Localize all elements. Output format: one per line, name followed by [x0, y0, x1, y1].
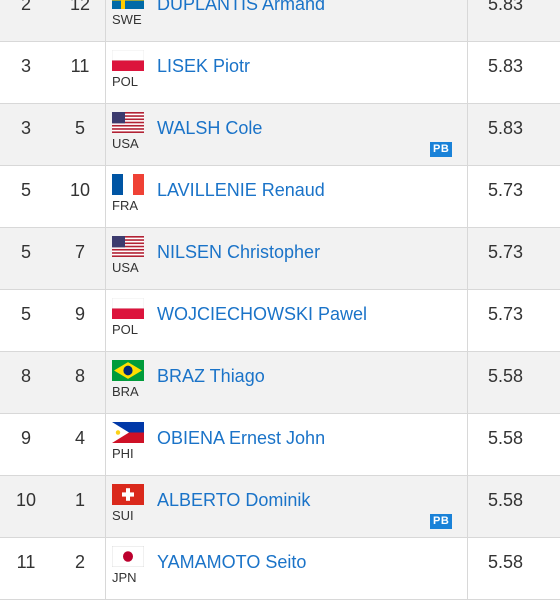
- flag-usa-icon: [112, 112, 144, 133]
- mark: 5.73: [488, 242, 524, 262]
- start-order: 10: [69, 180, 91, 200]
- column-divider: [467, 104, 468, 165]
- position: 11: [16, 552, 36, 572]
- athlete-name-link[interactable]: ALBERTO Dominik: [157, 490, 311, 510]
- position: 2: [20, 0, 31, 14]
- column-divider: [105, 104, 106, 165]
- column-divider: [467, 476, 468, 537]
- country-code: FRA: [112, 198, 138, 213]
- column-divider: [105, 538, 106, 599]
- column-divider: [467, 290, 468, 351]
- country-code: PHI: [112, 446, 134, 461]
- country-code: JPN: [112, 570, 137, 585]
- table-row: 9 4 PHI OBIENA Ernest John 5.58: [0, 414, 560, 476]
- country-code: POL: [112, 74, 139, 89]
- start-order: 5: [74, 118, 85, 138]
- athlete-name-link[interactable]: LAVILLENIE Renaud: [157, 180, 325, 200]
- mark: 5.58: [488, 428, 524, 448]
- mark: 5.83: [488, 56, 524, 76]
- table-row: 3 5 USA WALSH Cole PB 5.83: [0, 104, 560, 166]
- athlete-name-link[interactable]: LISEK Piotr: [157, 56, 251, 76]
- flag-poland-icon: [112, 50, 144, 71]
- table-row: 5 7 USA NILSEN Christopher 5.73: [0, 228, 560, 290]
- athlete-name-link[interactable]: OBIENA Ernest John: [157, 428, 326, 448]
- country-code: USA: [112, 260, 139, 275]
- column-divider: [105, 228, 106, 289]
- country-code: USA: [112, 136, 139, 151]
- start-order: 2: [74, 552, 85, 572]
- country-code: SUI: [112, 508, 134, 523]
- flag-sweden-icon: [112, 0, 144, 9]
- flag-poland-icon: [112, 298, 144, 319]
- athlete-name-link[interactable]: DUPLANTIS Armand: [157, 0, 326, 14]
- position: 9: [20, 428, 31, 448]
- column-divider: [467, 414, 468, 475]
- athlete-name-link[interactable]: NILSEN Christopher: [157, 242, 321, 262]
- country-code: POL: [112, 322, 139, 337]
- mark: 5.83: [488, 118, 524, 138]
- start-order: 8: [74, 366, 85, 386]
- start-order: 4: [74, 428, 85, 448]
- position: 3: [20, 118, 31, 138]
- mark: 5.73: [488, 180, 524, 200]
- start-order: 9: [74, 304, 85, 324]
- flag-brazil-icon: [112, 360, 144, 381]
- position: 5: [20, 180, 31, 200]
- mark: 5.83: [488, 0, 524, 14]
- flag-usa-icon: [112, 236, 144, 257]
- column-divider: [105, 352, 106, 413]
- column-divider: [105, 414, 106, 475]
- start-order: 11: [70, 56, 90, 76]
- column-divider: [105, 0, 106, 41]
- column-divider: [467, 0, 468, 41]
- flag-philippines-icon: [112, 422, 144, 443]
- column-divider: [105, 290, 106, 351]
- column-divider: [467, 166, 468, 227]
- country-code: SWE: [112, 12, 142, 27]
- pb-badge: PB: [430, 514, 453, 529]
- column-divider: [105, 166, 106, 227]
- mark: 5.73: [488, 304, 524, 324]
- position: 8: [20, 366, 31, 386]
- column-divider: [467, 538, 468, 599]
- position: 10: [15, 490, 37, 510]
- flag-france-icon: [112, 174, 144, 195]
- column-divider: [467, 228, 468, 289]
- position: 5: [20, 304, 31, 324]
- mark: 5.58: [488, 366, 524, 386]
- flag-japan-icon: [112, 546, 144, 567]
- column-divider: [105, 476, 106, 537]
- table-row: 5 9 POL WOJCIECHOWSKI Pawel 5.73: [0, 290, 560, 352]
- position: 3: [20, 56, 31, 76]
- mark: 5.58: [488, 490, 524, 510]
- start-order: 1: [74, 490, 85, 510]
- table-row: 11 2 JPN YAMAMOTO Seito 5.58: [0, 538, 560, 600]
- table-row: 8 8 BRA BRAZ Thiago 5.58: [0, 352, 560, 414]
- athlete-name-link[interactable]: WALSH Cole: [157, 118, 263, 138]
- start-order: 12: [69, 0, 91, 14]
- column-divider: [467, 352, 468, 413]
- country-code: BRA: [112, 384, 139, 399]
- athlete-name-link[interactable]: BRAZ Thiago: [157, 366, 265, 386]
- athlete-name-link[interactable]: YAMAMOTO Seito: [157, 552, 307, 572]
- column-divider: [467, 42, 468, 103]
- table-row: 2 12 SWE DUPLANTIS Armand 5.83: [0, 0, 560, 42]
- start-order: 7: [74, 242, 85, 262]
- table-row: 10 1 SUI ALBERTO Dominik PB 5.58: [0, 476, 560, 538]
- table-row: 5 10 FRA LAVILLENIE Renaud 5.73: [0, 166, 560, 228]
- position: 5: [20, 242, 31, 262]
- pb-badge: PB: [430, 142, 453, 157]
- column-divider: [105, 42, 106, 103]
- athlete-name-link[interactable]: WOJCIECHOWSKI Pawel: [157, 304, 368, 324]
- mark: 5.58: [488, 552, 524, 572]
- table-row: 3 11 POL LISEK Piotr 5.83: [0, 42, 560, 104]
- flag-switzerland-icon: [112, 484, 144, 505]
